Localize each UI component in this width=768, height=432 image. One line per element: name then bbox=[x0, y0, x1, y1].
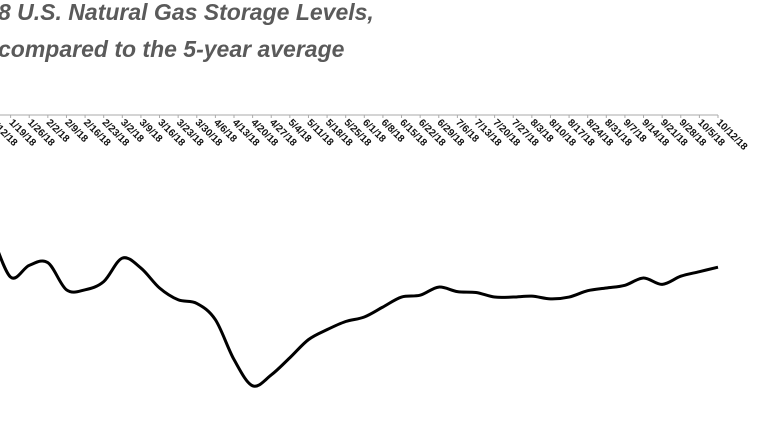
data-line bbox=[0, 251, 719, 388]
chart-title: 8 U.S. Natural Gas Storage Levels, bbox=[0, 0, 374, 25]
chart-subtitle: compared to the 5-year average bbox=[0, 36, 345, 62]
